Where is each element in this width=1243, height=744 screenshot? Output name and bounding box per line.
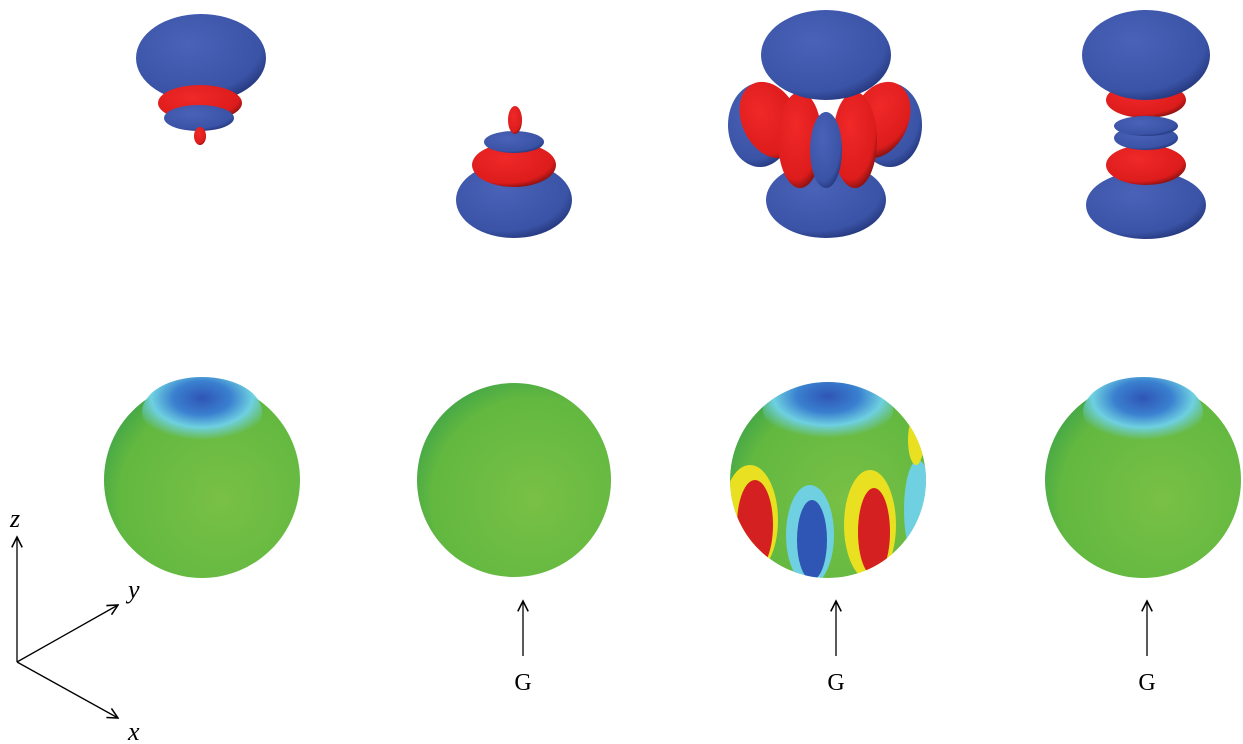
sphere-3 [730, 382, 926, 578]
sphere-1 [104, 377, 300, 578]
sphere-3-shape [737, 480, 773, 570]
sphere-4 [1045, 377, 1241, 578]
axes [17, 537, 118, 718]
orbital-4-shape [1106, 145, 1186, 185]
orbital-2-shape [456, 162, 572, 238]
orbital-4 [1082, 10, 1210, 239]
orbital-4-shape [1086, 171, 1206, 239]
sphere-2-shape [417, 383, 611, 577]
marker-label: G [827, 670, 844, 696]
axis-label: x [127, 717, 140, 744]
axis-label: y [125, 575, 140, 604]
orbital-3 [728, 10, 922, 238]
orbital-2-shape [472, 143, 556, 187]
axes-shape [16, 605, 118, 663]
orbital-3-shape [833, 92, 877, 188]
orbital-4-shape [1114, 116, 1178, 136]
axis-label: z [9, 504, 20, 533]
orbital-3-shape [761, 10, 891, 100]
orbital-2-shape [508, 106, 522, 134]
orbital-1-shape [164, 105, 234, 131]
orbital-3-shape [778, 92, 822, 188]
orbital-1 [136, 14, 266, 145]
sphere-3-shape [904, 460, 926, 560]
orbital-1-shape [194, 127, 206, 145]
sphere-3-shape [797, 500, 827, 578]
sphere-2 [417, 383, 611, 577]
orbital-2-shape [484, 131, 544, 153]
orbital-1-shape [136, 14, 266, 102]
marker-label: G [1138, 670, 1155, 696]
orbital-4-shape [1082, 10, 1210, 100]
sphere-3-shape [858, 488, 890, 576]
sphere-4-shape [1083, 377, 1203, 447]
orbital-2 [456, 106, 572, 238]
sphere-3-shape [908, 415, 924, 465]
axes-shape [16, 661, 118, 718]
sphere-3-shape [763, 382, 893, 445]
orbital-3-shape [810, 112, 842, 188]
marker-label: G [514, 670, 531, 696]
markers [523, 601, 1147, 656]
sphere-1-shape [142, 377, 262, 447]
